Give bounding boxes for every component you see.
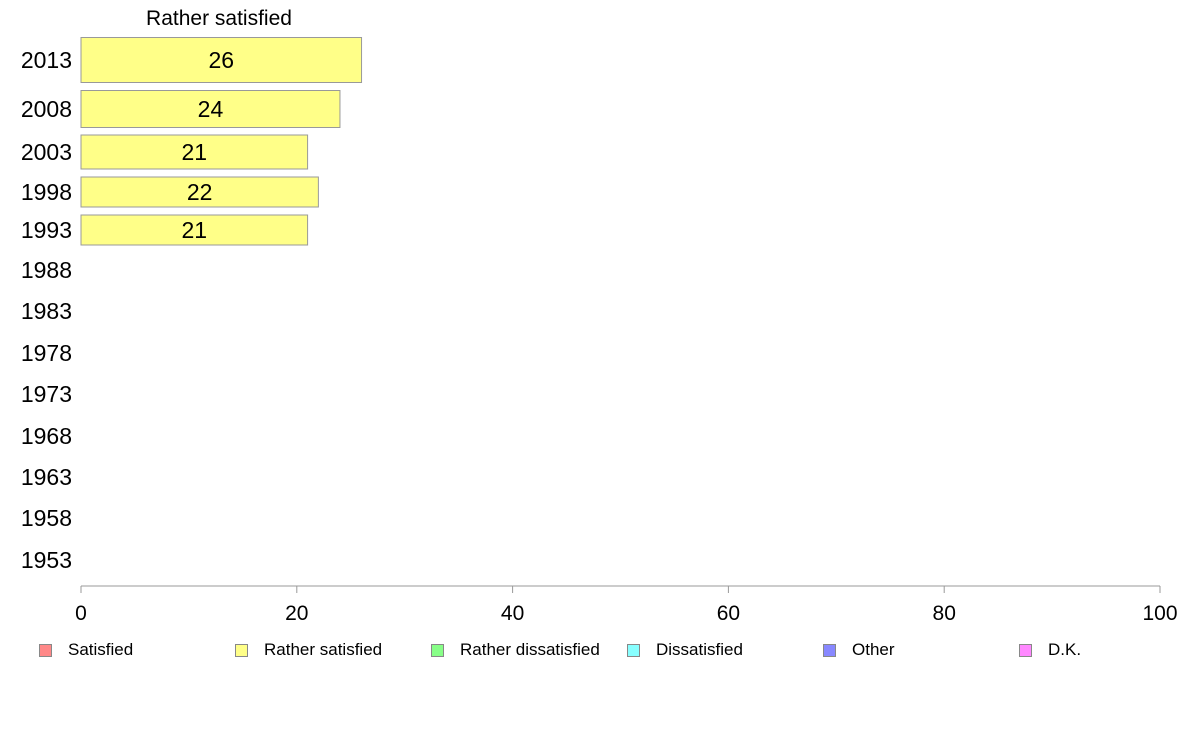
bar bbox=[80, 214, 309, 246]
x-tick-label: 40 bbox=[501, 602, 524, 625]
bar bbox=[80, 134, 309, 170]
bars bbox=[80, 37, 363, 246]
legend-item: D.K. bbox=[1019, 636, 1081, 664]
legend-label: Other bbox=[852, 640, 895, 659]
legend-item: Rather dissatisfied bbox=[431, 636, 600, 664]
bar-value-label: 21 bbox=[181, 217, 207, 243]
bar bbox=[80, 176, 319, 208]
y-tick-label: 1983 bbox=[21, 298, 72, 324]
bar-value-label: 21 bbox=[181, 139, 207, 165]
bar-value-labels: 26 24 21 22 21 bbox=[181, 47, 234, 243]
legend-item: Satisfied bbox=[39, 636, 133, 664]
y-tick-label: 1998 bbox=[21, 179, 72, 205]
legend-swatch bbox=[39, 643, 52, 657]
y-tick-label: 1963 bbox=[21, 464, 72, 490]
legend-swatch bbox=[823, 643, 836, 657]
legend-item: Other bbox=[823, 636, 895, 664]
bar-value-label: 24 bbox=[198, 96, 224, 122]
legend: Satisfied Rather satisfied Rather dissatis… bbox=[0, 636, 1188, 666]
legend-label: Rather dissatisfied bbox=[460, 640, 600, 659]
bar bbox=[80, 90, 341, 128]
x-tick-label: 0 bbox=[75, 602, 87, 625]
y-tick-label: 1973 bbox=[21, 381, 72, 407]
bar-chart: Rather satisfied 2013 2008 2003 1998 1993 198… bbox=[21, 7, 1178, 625]
y-tick-label: 1968 bbox=[21, 423, 72, 449]
bar-value-label: 26 bbox=[208, 47, 234, 73]
x-tick-label: 80 bbox=[933, 602, 956, 625]
y-tick-label: 1953 bbox=[21, 547, 72, 573]
chart-title: Rather satisfied bbox=[146, 7, 292, 30]
y-tick-label: 1988 bbox=[21, 257, 72, 283]
legend-swatch bbox=[1019, 643, 1032, 657]
x-tick-label: 100 bbox=[1142, 602, 1177, 625]
y-tick-label: 2008 bbox=[21, 96, 72, 122]
legend-label: Dissatisfied bbox=[656, 640, 743, 659]
x-tick-label: 20 bbox=[285, 602, 308, 625]
legend-swatch bbox=[627, 643, 640, 657]
x-tick-label: 60 bbox=[717, 602, 740, 625]
legend-label: D.K. bbox=[1048, 640, 1082, 659]
legend-swatch bbox=[235, 643, 248, 657]
legend-swatch bbox=[431, 643, 444, 657]
y-tick-label: 2003 bbox=[21, 139, 72, 165]
y-tick-label: 1993 bbox=[21, 217, 72, 243]
y-axis-labels: 2013 2008 2003 1998 1993 1988 1983 1978 1973 1968… bbox=[21, 47, 72, 573]
x-axis: 0 20 40 60 80 100 bbox=[75, 585, 1178, 625]
y-tick-label: 1958 bbox=[21, 505, 72, 531]
legend-item: Dissatisfied bbox=[627, 636, 743, 664]
y-tick-label: 1978 bbox=[21, 340, 72, 366]
bar bbox=[80, 37, 363, 83]
y-tick-label: 2013 bbox=[21, 47, 72, 73]
bar-value-label: 22 bbox=[187, 179, 213, 205]
legend-label: Satisfied bbox=[68, 640, 134, 659]
legend-item: Rather satisfied bbox=[235, 636, 382, 664]
legend-label: Rather satisfied bbox=[264, 640, 383, 659]
